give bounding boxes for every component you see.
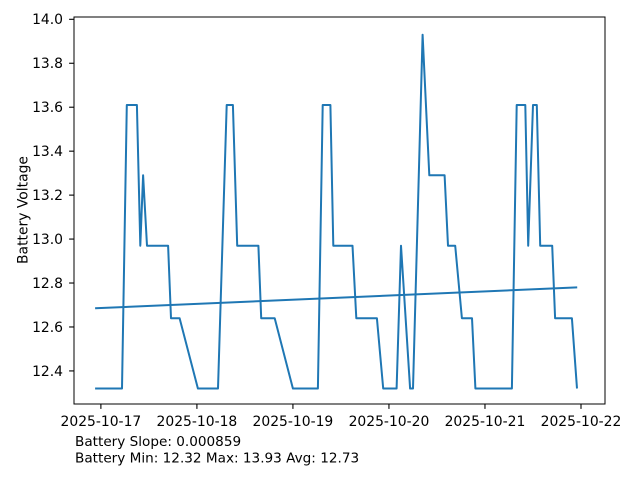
slope-annotation: Battery Slope: 0.000859 [75, 434, 241, 450]
y-tick-label: 13.2 [32, 188, 63, 204]
x-tick-label: 2025-10-18 [157, 414, 238, 430]
y-tick-label: 13.4 [32, 144, 63, 160]
y-tick-label: 13.8 [32, 56, 63, 72]
x-tick-label: 2025-10-17 [61, 414, 142, 430]
y-tick-label: 13.6 [32, 100, 63, 116]
trend-line [95, 286, 578, 310]
y-tick-label: 12.6 [32, 320, 63, 336]
y-tick-label: 12.4 [32, 364, 63, 380]
x-tick-label: 2025-10-20 [349, 414, 430, 430]
y-tick-label: 14.0 [32, 12, 63, 28]
plot-border [73, 16, 606, 405]
series-layer [95, 33, 578, 390]
stats-annotation: Battery Min: 12.32 Max: 13.93 Avg: 12.73 [75, 451, 359, 467]
ticks-layer: 12.4 12.6 12.8 13.0 13.2 13.4 13.6 13.8 14.0 2025… [32, 12, 621, 430]
y-tick-label: 12.8 [32, 276, 63, 292]
x-tick-label: 2025-10-21 [445, 414, 526, 430]
x-tick-label: 2025-10-19 [253, 414, 334, 430]
y-tick-label: 13.0 [32, 232, 63, 248]
battery-voltage-line [95, 33, 578, 390]
y-axis-label: Battery Voltage [16, 156, 32, 264]
x-tick-label: 2025-10-22 [541, 414, 622, 430]
